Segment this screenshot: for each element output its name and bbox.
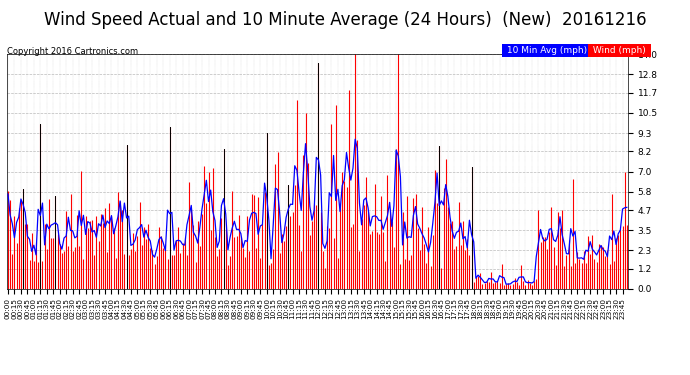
Text: Wind (mph): Wind (mph) — [590, 46, 649, 55]
Text: Wind Speed Actual and 10 Minute Average (24 Hours)  (New)  20161216: Wind Speed Actual and 10 Minute Average … — [43, 11, 647, 29]
Text: Copyright 2016 Cartronics.com: Copyright 2016 Cartronics.com — [7, 47, 138, 56]
Text: 10 Min Avg (mph): 10 Min Avg (mph) — [504, 46, 590, 55]
